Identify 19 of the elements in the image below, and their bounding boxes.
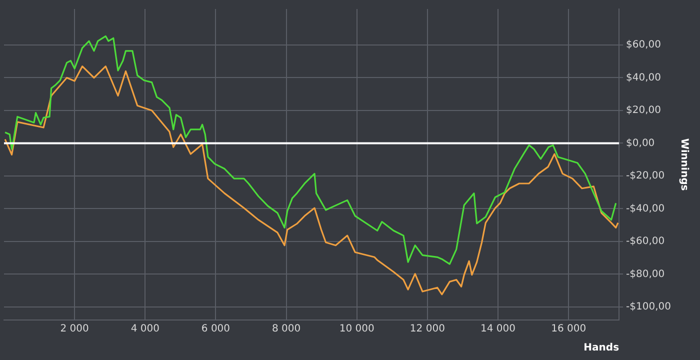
y-tick-label: -$60,00 — [626, 236, 665, 248]
y-tick-label: -$80,00 — [626, 268, 665, 280]
x-tick-label: 2 000 — [60, 324, 89, 335]
y-tick-label: $40,00 — [626, 72, 662, 84]
y-tick-label: -$20,00 — [626, 170, 665, 182]
y-tick-label: $60,00 — [626, 40, 662, 51]
y-tick-label: -$100,00 — [626, 302, 672, 312]
x-tick-label: 8 000 — [272, 324, 301, 335]
x-tick-label: 12 000 — [410, 324, 445, 335]
x-tick-label: 14 000 — [480, 324, 516, 335]
x-tick-label: 16 000 — [551, 324, 586, 335]
y-tick-label: -$40,00 — [626, 203, 665, 214]
x-tick-label: 6 000 — [201, 324, 230, 335]
x-axis-title: Hands — [584, 342, 620, 354]
y-axis-title: Winnings — [678, 138, 690, 191]
y-tick-label: $0,00 — [626, 138, 655, 149]
x-tick-label: 4 000 — [130, 324, 160, 335]
x-tick-label: 10 000 — [339, 324, 374, 335]
y-tick-label: $20,00 — [626, 105, 662, 116]
